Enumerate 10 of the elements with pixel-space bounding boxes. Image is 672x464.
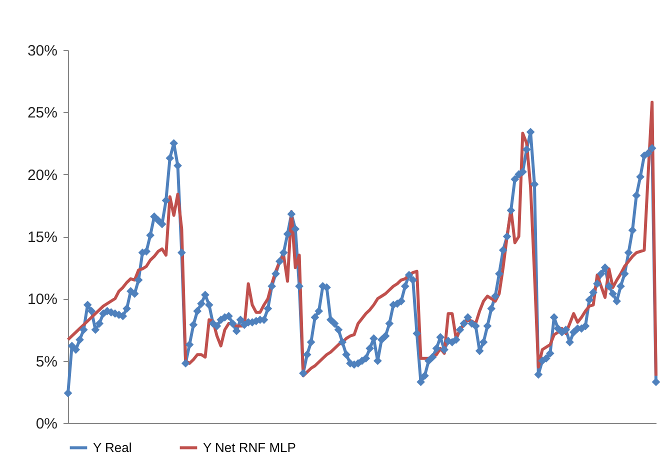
- y-tick-label: 10%: [27, 291, 58, 308]
- y-tick-label: 20%: [27, 166, 58, 184]
- y-tick-label: 25%: [27, 104, 58, 122]
- line-series: [66, 100, 658, 378]
- legend-label: Y Net RNF MLP: [203, 440, 296, 455]
- y-tick-label: 15%: [27, 229, 58, 246]
- y-tick-label: 30%: [27, 42, 58, 60]
- y-tick-label: 5%: [36, 353, 58, 370]
- legend-label: Y Real: [93, 440, 132, 455]
- y-tick-label: 0%: [36, 416, 58, 432]
